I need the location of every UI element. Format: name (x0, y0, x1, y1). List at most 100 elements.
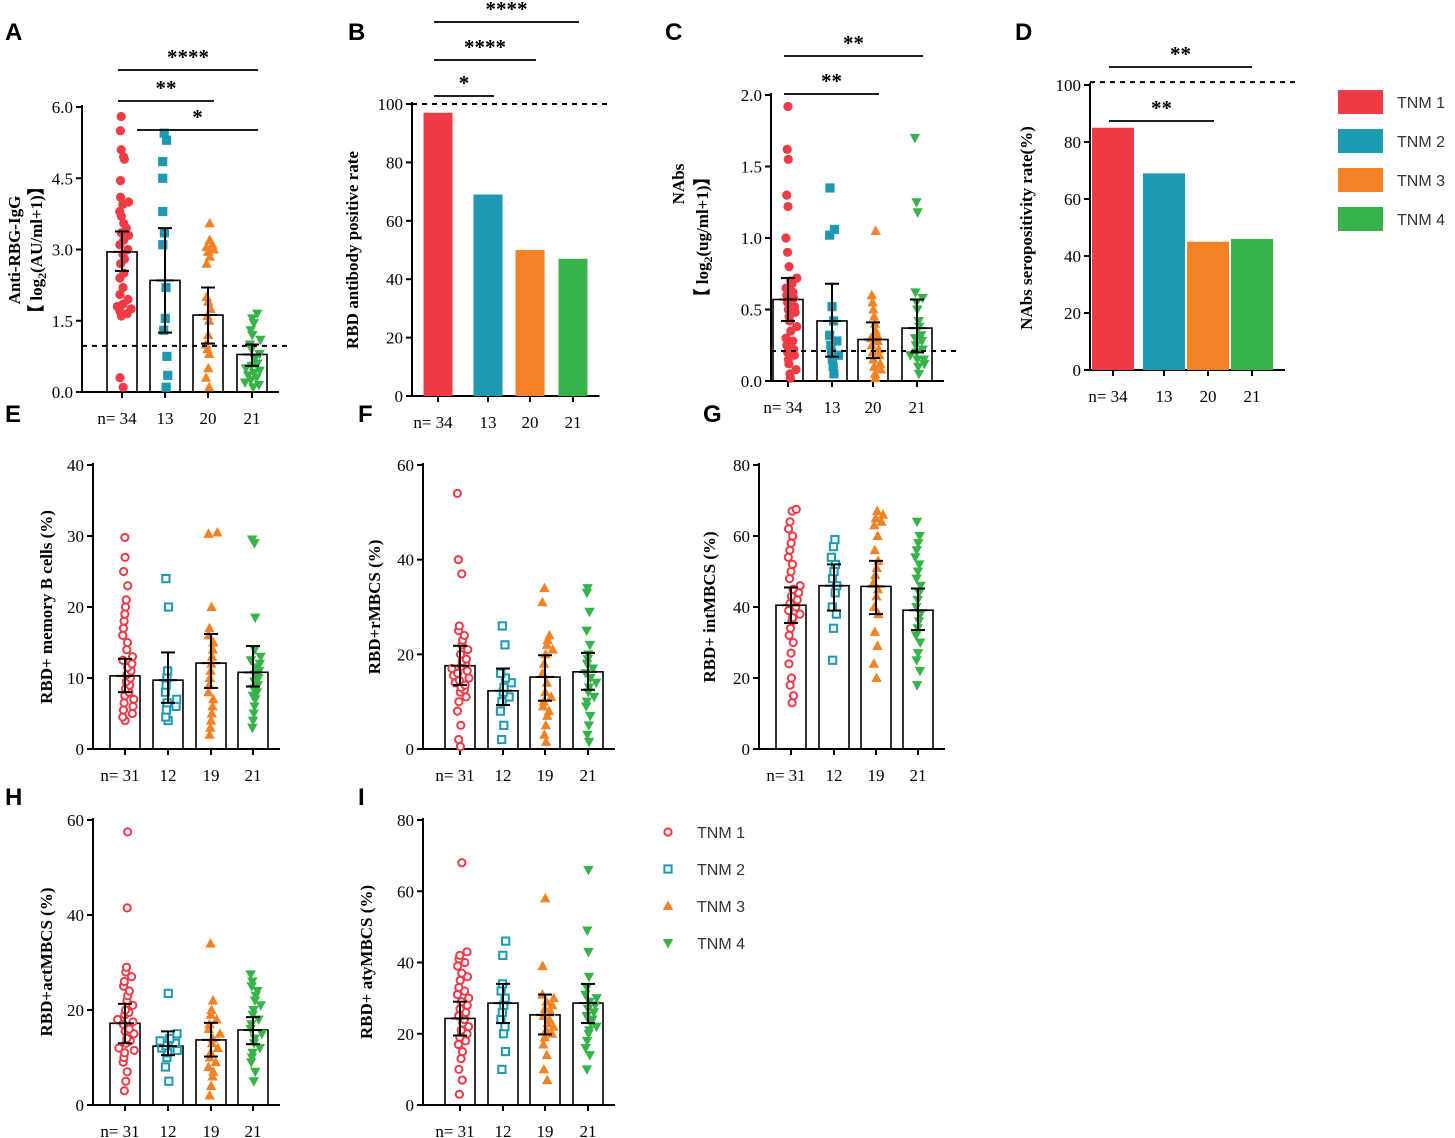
data-point (119, 616, 129, 626)
x-category-label: 13 (157, 409, 174, 428)
data-point (785, 517, 795, 527)
panel-letter: G (703, 401, 722, 428)
data-point (207, 995, 219, 1005)
data-point (919, 359, 930, 370)
y-tick-label: 0 (76, 1096, 85, 1115)
data-point (581, 1011, 592, 1022)
data-point (201, 291, 212, 301)
x-category-label: 20 (522, 413, 539, 432)
data-point (210, 1056, 221, 1067)
data-point (205, 715, 217, 725)
y-tick-label: 0 (742, 740, 751, 759)
data-point (787, 698, 797, 708)
data-point (828, 362, 838, 372)
data-point (786, 673, 797, 683)
data-point (204, 672, 216, 682)
data-point (869, 626, 881, 636)
data-point (247, 723, 258, 734)
x-category-label: 20 (200, 409, 217, 428)
data-point (116, 111, 126, 122)
data-point (464, 673, 474, 683)
data-point (829, 224, 840, 235)
data-point (868, 361, 880, 371)
data-point (504, 692, 514, 702)
data-point (205, 722, 216, 732)
data-point (457, 968, 467, 978)
data-point (542, 1074, 553, 1085)
data-point (582, 730, 593, 741)
legend-label: TNM 4 (697, 936, 745, 953)
bar-1 (423, 112, 453, 396)
data-point (498, 1029, 509, 1039)
data-point (830, 534, 840, 545)
data-point (583, 972, 595, 983)
y-tick-label: 2.0 (741, 86, 762, 105)
data-point (126, 972, 137, 982)
data-point (826, 340, 836, 350)
data-point (115, 126, 126, 136)
data-point (453, 961, 463, 971)
data-point (788, 287, 798, 297)
data-point (246, 982, 257, 992)
y-tick-label: 1.5 (52, 312, 73, 331)
data-point (248, 369, 260, 379)
panel-letter: B (348, 19, 365, 46)
data-point (158, 157, 168, 167)
x-category-label: 19 (203, 766, 220, 785)
data-point (540, 892, 551, 903)
data-point (254, 1044, 266, 1054)
data-point (787, 559, 798, 570)
y-axis-label: RBD+ memory B cells (%) (37, 510, 56, 704)
data-point (869, 601, 880, 611)
data-point (538, 1038, 549, 1049)
data-point (204, 217, 215, 228)
data-point (250, 1067, 261, 1078)
data-point (580, 1044, 591, 1054)
legend-swatch (1338, 129, 1383, 153)
data-point (786, 538, 796, 548)
data-point (203, 686, 214, 697)
data-point (500, 640, 510, 650)
data-point (129, 694, 139, 704)
data-point (122, 903, 132, 913)
data-point (585, 711, 596, 722)
data-point (541, 1024, 552, 1035)
data-point (248, 1077, 260, 1087)
x-category-label: n= 31 (100, 1122, 139, 1138)
y-tick-label: 0 (406, 740, 415, 759)
data-point (239, 378, 251, 388)
data-point (500, 1022, 510, 1032)
data-point (124, 230, 134, 240)
data-point (172, 1029, 182, 1039)
significance-label: ** (156, 76, 177, 100)
data-point (918, 355, 930, 366)
data-point (207, 700, 218, 711)
panel-c: C 0.0 0.5 1.0 1.5 2.0 n= 34 13 20 21 NAbs【 log2(ug… (665, 19, 956, 417)
data-point (452, 488, 462, 498)
data-point (454, 697, 464, 707)
x-category-label: 19 (203, 1122, 220, 1138)
data-point (206, 651, 218, 661)
x-category-label: 19 (537, 1122, 554, 1138)
data-point (547, 644, 558, 654)
data-point (200, 372, 212, 382)
x-category-label: n= 31 (766, 766, 805, 785)
data-point (828, 623, 839, 633)
data-point (582, 926, 593, 936)
data-point (913, 539, 924, 549)
data-point (119, 566, 129, 577)
y-axis-label: Anti-RBG-IgG (5, 196, 24, 305)
data-point (548, 1021, 559, 1031)
data-point (867, 296, 878, 307)
data-point (255, 1001, 266, 1011)
y-tick-label: 40 (386, 270, 403, 289)
bar-4 (558, 258, 588, 396)
data-point (916, 336, 928, 347)
data-point (912, 649, 924, 659)
significance-label: ** (1151, 96, 1172, 120)
data-point (208, 693, 219, 704)
data-point (118, 705, 129, 715)
data-point (158, 173, 168, 183)
data-point (784, 630, 794, 641)
data-point (246, 535, 258, 546)
